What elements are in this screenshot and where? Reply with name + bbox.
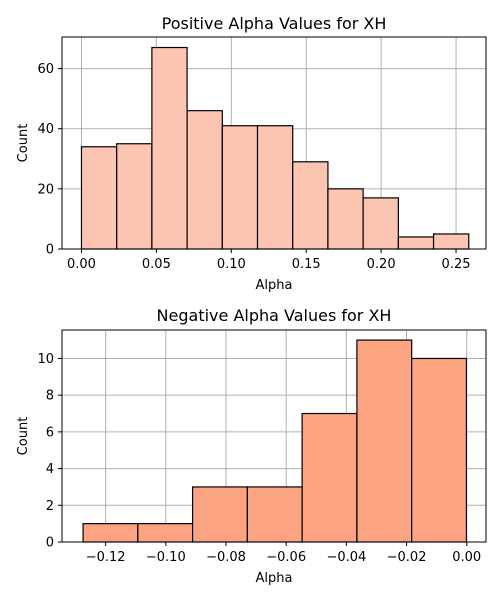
y-tick-label: 6 (46, 425, 54, 440)
histogram-bar (327, 188, 364, 250)
x-tick-label: 0.00 (67, 257, 96, 272)
y-tick-label: 40 (37, 122, 54, 137)
x-tick-label: −0.06 (266, 550, 306, 565)
histogram-bar (356, 339, 413, 543)
histogram-bar (137, 523, 194, 543)
histogram-bar (82, 523, 139, 543)
x-axis-label: Alpha (256, 571, 293, 586)
x-tick-label: −0.08 (206, 550, 246, 565)
histogram-bar (186, 110, 223, 250)
x-tick-label: 0.15 (292, 257, 321, 272)
chart-title: Negative Alpha Values for XH (157, 306, 392, 325)
y-tick-label: 4 (46, 462, 54, 477)
plot-frame (61, 329, 487, 543)
x-tick-label: −0.12 (86, 550, 126, 565)
x-tick-label: 0.05 (142, 257, 171, 272)
histogram-bar (221, 125, 259, 250)
x-tick-label: −0.04 (326, 550, 366, 565)
chart-title: Positive Alpha Values for XH (162, 14, 387, 33)
histogram-bar (432, 233, 470, 250)
y-tick-label: 2 (46, 499, 54, 514)
x-axis-label: Alpha (256, 278, 293, 293)
histogram-bar (151, 46, 188, 250)
histogram-bar (362, 197, 399, 250)
x-tick-label: −0.02 (387, 550, 427, 565)
histogram-bar (292, 161, 329, 250)
y-tick-label: 0 (46, 536, 54, 551)
x-tick-label: 0.00 (452, 550, 481, 565)
histogram-bar (246, 486, 303, 543)
y-tick-label: 10 (37, 352, 54, 367)
histogram-bar (256, 125, 294, 250)
histogram-bar (301, 412, 358, 543)
histogram-bar (116, 143, 153, 250)
y-axis-label: Count (16, 124, 31, 163)
negative-alpha-histogram: −0.12 −0.10 −0.08 −0.06 −0.04 −0.02 0.00 0 2 4 6 8 1… (16, 306, 487, 586)
y-tick-label: 8 (46, 389, 54, 404)
histogram-bar (397, 236, 435, 250)
x-tick-label: 0.20 (367, 257, 396, 272)
x-tick-label: 0.10 (217, 257, 246, 272)
y-tick-label: 60 (37, 62, 54, 77)
plot-frame (61, 36, 487, 250)
positive-alpha-histogram: 0.00 0.05 0.10 0.15 0.20 0.25 0 20 40 60 Positive … (16, 14, 487, 293)
x-tick-label: 0.25 (442, 257, 471, 272)
x-tick-label: −0.10 (146, 550, 186, 565)
y-tick-label: 0 (46, 243, 54, 258)
histogram-bar (80, 146, 118, 250)
y-axis-label: Count (16, 417, 31, 456)
histogram-bar (192, 486, 248, 543)
y-tick-label: 20 (37, 182, 54, 197)
histogram-bar (411, 357, 468, 543)
